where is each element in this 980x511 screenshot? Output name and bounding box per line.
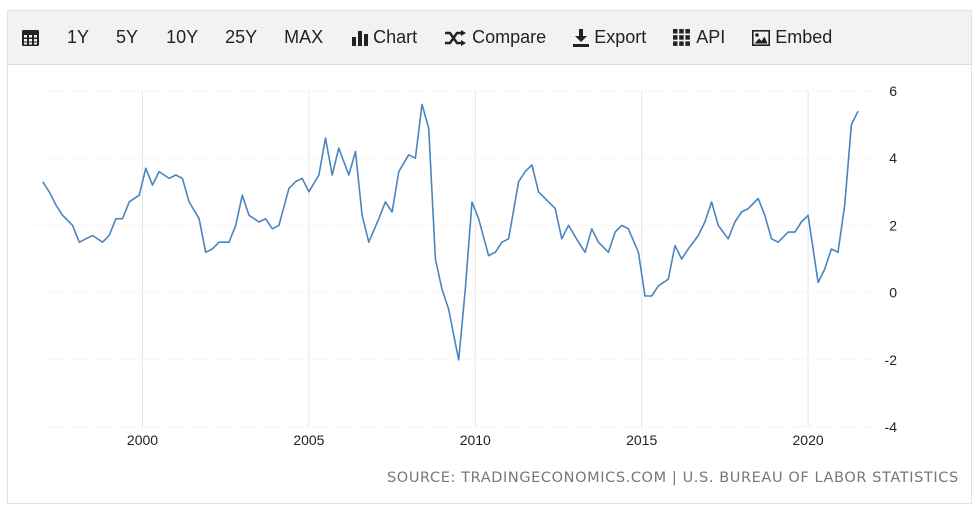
compare-label: Compare <box>472 27 547 47</box>
export-button[interactable]: Export <box>573 11 646 64</box>
calendar-button[interactable] <box>22 11 39 64</box>
chart-type-label: Chart <box>373 27 418 47</box>
api-button[interactable]: API <box>673 11 725 64</box>
x-tick-label: 2005 <box>293 432 324 448</box>
range-10y-button[interactable]: 10Y <box>166 27 199 47</box>
series-line <box>42 103 859 361</box>
range-25y-button[interactable]: 25Y <box>225 27 258 47</box>
grid-icon <box>673 29 691 46</box>
export-label: Export <box>594 27 647 47</box>
source-attribution: SOURCE: TRADINGECONOMICS.COM | U.S. BURE… <box>387 470 959 486</box>
x-axis-ticks: 2000 2005 2010 2015 2020 <box>127 432 824 448</box>
y-tick-label: 2 <box>889 217 897 233</box>
chart-frame <box>7 10 972 504</box>
bar-chart-icon <box>352 31 369 46</box>
shuffle-icon <box>445 29 467 46</box>
range-max-button[interactable]: MAX <box>284 27 324 47</box>
y-axis-ticks: 6 4 2 0 -2 -4 <box>885 83 898 435</box>
range-5y-button[interactable]: 5Y <box>116 27 139 47</box>
embed-label: Embed <box>775 27 833 47</box>
compare-button[interactable]: Compare <box>444 11 546 64</box>
x-tick-label: 2010 <box>460 432 491 448</box>
embed-button[interactable]: Embed <box>752 11 832 64</box>
y-tick-label: 0 <box>889 285 897 301</box>
api-label: API <box>696 27 726 47</box>
y-tick-label: -2 <box>885 352 898 368</box>
x-tick-label: 2015 <box>626 432 657 448</box>
y-tick-label: 6 <box>889 83 897 99</box>
grid-lines <box>36 90 874 428</box>
y-tick-label: -4 <box>885 419 898 435</box>
image-icon <box>752 29 771 46</box>
range-1y-button[interactable]: 1Y <box>67 27 90 47</box>
download-icon <box>573 28 590 47</box>
x-tick-label: 2000 <box>127 432 158 448</box>
calendar-icon <box>22 30 39 46</box>
chart-toolbar: 1Y 5Y 10Y 25Y MAX Chart Compare Export A… <box>8 11 971 65</box>
chart-type-button[interactable]: Chart <box>352 11 417 64</box>
y-tick-label: 4 <box>889 150 897 166</box>
x-tick-label: 2020 <box>793 432 824 448</box>
